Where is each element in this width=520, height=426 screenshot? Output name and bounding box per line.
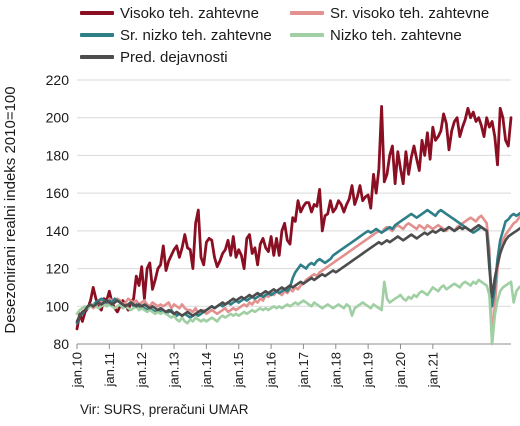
legend-label: Sr. visoko teh. zahtevne bbox=[330, 4, 490, 22]
y-tick-label: 180 bbox=[46, 147, 70, 163]
legend-item: Visoko teh. zahtevne bbox=[80, 3, 259, 23]
x-tick-label: jan.17 bbox=[296, 352, 311, 388]
y-tick-label: 200 bbox=[46, 110, 70, 126]
y-tick-labels: 80 100 120 140 160 180 200 220 bbox=[46, 72, 70, 352]
x-tick-label: jan.18 bbox=[328, 352, 343, 388]
x-tick-label: jan.10 bbox=[70, 352, 85, 388]
x-tick-label: jan.16 bbox=[264, 352, 279, 388]
legend-label: Pred. dejavnosti bbox=[120, 48, 228, 66]
source-note: Vir: SURS, preračuni UMAR bbox=[80, 402, 249, 417]
y-tick-label: 120 bbox=[46, 261, 70, 277]
y-axis-label: Desezonirani realni indeks 2010=100 bbox=[2, 86, 19, 334]
series-lines bbox=[75, 105, 520, 346]
legend-item: Pred. dejavnosti bbox=[80, 47, 228, 67]
series-line-5 bbox=[75, 223, 520, 323]
series-line-3 bbox=[75, 208, 520, 325]
x-tick-label: jan.21 bbox=[425, 352, 440, 388]
y-tick-label: 100 bbox=[46, 298, 70, 314]
x-tick-label: jan.15 bbox=[231, 352, 246, 388]
x-tick-label: jan.13 bbox=[167, 352, 182, 388]
x-tick-label: jan.19 bbox=[361, 352, 376, 388]
legend-item: Sr. nizko teh. zahtevne bbox=[80, 25, 272, 45]
legend-swatch bbox=[80, 33, 114, 37]
legend-swatch bbox=[290, 11, 324, 15]
x-tick-label: jan.11 bbox=[102, 352, 117, 387]
legend-label: Sr. nizko teh. zahtevne bbox=[120, 26, 272, 44]
legend-label: Visoko teh. zahtevne bbox=[120, 4, 259, 22]
legend-label: Nizko teh. zahtevne bbox=[330, 26, 462, 44]
x-tick-labels: jan.10 jan.11 jan.12 jan.13 jan.14 jan.15 jan.… bbox=[70, 352, 441, 388]
y-tick-label: 80 bbox=[53, 336, 69, 352]
legend-swatch bbox=[80, 55, 114, 59]
legend-swatch bbox=[290, 33, 324, 37]
y-tick-label: 140 bbox=[46, 223, 70, 239]
x-tick-label: jan.12 bbox=[134, 352, 149, 388]
x-tick-label: jan.14 bbox=[199, 352, 214, 388]
y-tick-label: 160 bbox=[46, 185, 70, 201]
axes bbox=[76, 343, 511, 349]
legend-swatch bbox=[80, 11, 114, 15]
series-line-1 bbox=[75, 105, 513, 331]
legend-item: Sr. visoko teh. zahtevne bbox=[290, 3, 489, 23]
y-tick-label: 220 bbox=[46, 72, 70, 88]
series-line-4 bbox=[75, 278, 520, 346]
legend-item: Nizko teh. zahtevne bbox=[290, 25, 462, 45]
x-tick-label: jan.20 bbox=[393, 352, 408, 388]
